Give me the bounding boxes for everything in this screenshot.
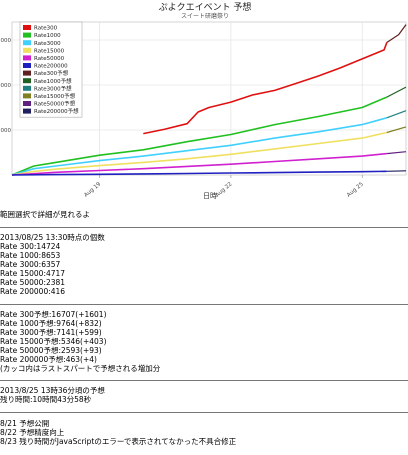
legend-swatch (23, 63, 31, 68)
series-line[interactable] (11, 96, 388, 176)
changelog-item: 8/21 予想公開 (0, 419, 50, 428)
remaining-time: 残り時間:10時間43分58秒 (0, 395, 92, 404)
legend-label[interactable]: Rate50000予想 (34, 100, 76, 108)
x-tick-label: Aug 25 (346, 181, 365, 198)
current-row: Rate 300:14724 (0, 242, 61, 251)
series-line[interactable] (386, 151, 407, 155)
legend-label[interactable]: Rate50000 (34, 56, 65, 62)
legend-label[interactable]: Rate1000 (34, 33, 61, 39)
legend-label[interactable]: Rate3000 (34, 41, 61, 47)
hint-block: 範囲選択で詳細が見れるよ (0, 210, 408, 219)
forecast-note: (カッコ内はラストスパートで予想される増加分 (0, 364, 161, 373)
legend-label[interactable]: Rate300予想 (34, 69, 69, 77)
current-row: Rate 50000:2381 (0, 278, 66, 287)
hint-text: 範囲選択で詳細が見れるよ (0, 210, 90, 219)
legend-swatch (23, 108, 31, 114)
legend-swatch (23, 70, 31, 76)
legend-swatch (23, 78, 31, 84)
y-tick-label: 10000 (0, 83, 11, 89)
chart[interactable]: ぷよクエイベント 予想 スイート研磨祭り 5000 10000 15000 Aug 1… (0, 0, 408, 205)
current-row: Rate 1000:8653 (0, 251, 61, 260)
series-line[interactable] (11, 170, 387, 176)
series-line[interactable] (386, 110, 407, 119)
forecast-row: Rate 50000予想:2593(+93) (0, 346, 102, 355)
remaining-header: 2013/8/25 13時36分頃の予想 (0, 386, 105, 395)
series-line[interactable] (386, 126, 407, 134)
current-row: Rate 200000:416 (0, 287, 66, 296)
legend-label[interactable]: Rate200000予想 (34, 107, 79, 115)
legend-label[interactable]: Rate1000予想 (34, 77, 72, 85)
current-row: Rate 15000:4717 (0, 269, 66, 278)
series-line[interactable] (386, 170, 407, 172)
divider (0, 380, 408, 381)
legend-label[interactable]: Rate15000 (34, 48, 65, 54)
chart-subtitle: スイート研磨祭り (181, 12, 229, 20)
forecast-row: Rate 1000予想:9764(+832) (0, 319, 102, 328)
legend-swatch (23, 25, 31, 30)
series-line[interactable] (386, 86, 407, 98)
forecast-row: Rate 3000予想:7141(+599) (0, 328, 102, 337)
legend-swatch (23, 55, 31, 61)
legend-swatch (23, 40, 31, 46)
current-header: 2013/08/25 13:30時点の個数 (0, 233, 105, 242)
changelog-item: 8/22 予想精度向上 (0, 428, 65, 437)
legend-swatch (23, 85, 31, 91)
x-tick-label: Aug 19 (83, 181, 102, 198)
changelog-item: 8/23 残り時間がJavaScriptのエラーで表示されてなかった不具合修正 (0, 437, 237, 446)
forecast-row: Rate 15000予想:5346(+403) (0, 337, 107, 346)
series-line[interactable] (11, 152, 387, 176)
forecast-block: Rate 300予想:16707(+1601) Rate 1000予想:9764… (0, 310, 408, 373)
legend-label[interactable]: Rate300 (34, 26, 58, 32)
legend-label[interactable]: Rate200000 (34, 64, 68, 70)
x-tick-label: Aug 22 (215, 181, 234, 198)
chart-title: ぷよクエイベント 予想 (159, 1, 252, 13)
legend-label[interactable]: Rate15000予想 (34, 92, 76, 100)
y-tick-label: 15000 (0, 38, 11, 44)
legend-swatch (23, 101, 31, 106)
legend-label[interactable]: Rate3000予想 (34, 84, 72, 92)
legend-swatch (23, 47, 31, 53)
forecast-row: Rate 200000予想:463(+4) (0, 355, 97, 364)
series-line[interactable] (386, 24, 407, 43)
series-line[interactable] (11, 117, 388, 176)
x-axis-title: 日時 (203, 192, 217, 200)
series-line[interactable] (11, 131, 387, 176)
series-line[interactable] (143, 42, 388, 135)
current-counts-block: 2013/08/25 13:30時点の個数 Rate 300:14724 Rat… (0, 233, 408, 296)
legend-swatch (23, 32, 31, 38)
y-tick-label: 5000 (0, 128, 11, 134)
remaining-block: 2013/8/25 13時36分頃の予想 残り時間:10時間43分58秒 (0, 386, 408, 404)
legend-swatch (23, 93, 31, 99)
forecast-row: Rate 300予想:16707(+1601) (0, 310, 107, 319)
divider (0, 304, 408, 305)
current-row: Rate 3000:6357 (0, 260, 61, 269)
divider (0, 412, 408, 413)
changelog-block: 8/21 予想公開 8/22 予想精度向上 8/23 残り時間がJavaScri… (0, 419, 408, 446)
divider (0, 227, 408, 228)
